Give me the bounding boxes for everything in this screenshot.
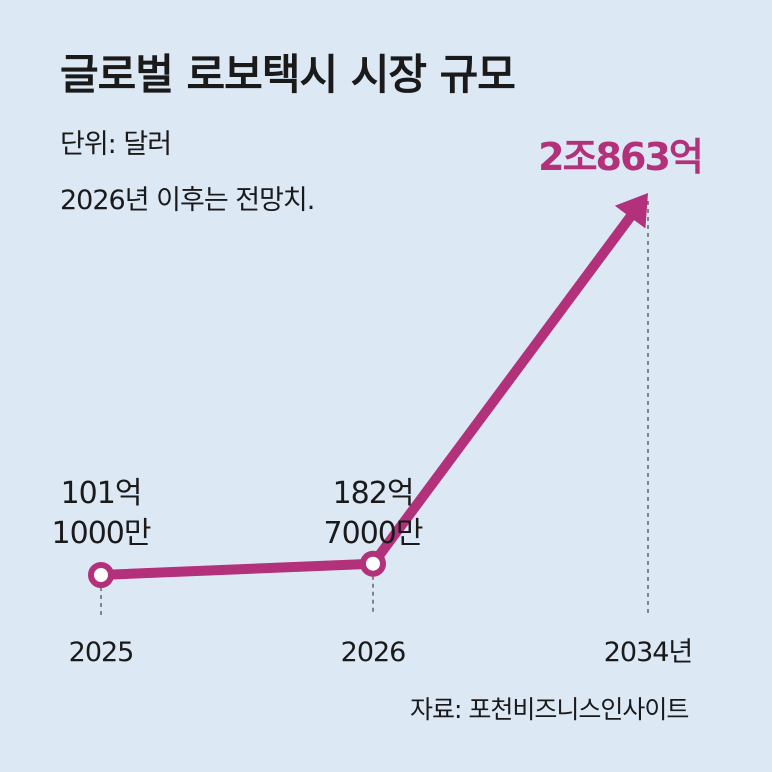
series-arrow-head [614, 193, 648, 229]
x-tick-label-0: 2025 [69, 637, 134, 668]
data-point-1 [360, 550, 386, 577]
chart-marks [88, 193, 648, 588]
source-label: 자료: 포천비즈니스인사이트 [410, 695, 689, 724]
guide-lines [100, 201, 649, 615]
data-label-1-line-1: 7000만 [324, 516, 423, 551]
data-label-0-line-1: 1000만 [52, 516, 151, 551]
unit-label: 단위: 달러 [60, 129, 172, 160]
x-tick-label-2: 2034년 [604, 637, 693, 668]
data-label-2: 2조863억 [538, 135, 702, 179]
x-tick-label-1: 2026 [341, 637, 406, 668]
forecast-note: 2026년 이후는 전망치. [60, 185, 315, 216]
chart-labels: 2025 2026 2034년 101억 1000만 182억 7000만 2조863억 [52, 135, 704, 668]
data-label-0-line-0: 101억 [61, 476, 142, 511]
chart-title: 글로벌 로보택시 시장 규모 [60, 50, 516, 99]
data-point-0 [88, 562, 114, 588]
data-label-1-line-0: 182억 [333, 476, 414, 511]
